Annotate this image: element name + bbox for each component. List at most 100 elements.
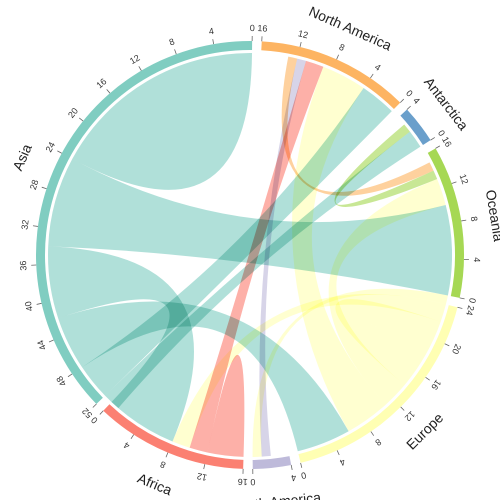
tick-mark-asia-24 <box>57 150 62 154</box>
tick-label-north-america-8: 8 <box>338 42 347 53</box>
tick-label-asia-20: 20 <box>66 106 80 120</box>
tick-mark-europe-0 <box>300 462 303 468</box>
chord-ribbon-asia-to-asia <box>72 53 253 190</box>
tick-mark-north-america-4 <box>370 73 374 79</box>
tick-label-africa-16: 16 <box>238 477 248 487</box>
group-arc-africa <box>103 404 244 469</box>
tick-label-europe-0: 0 <box>300 470 307 481</box>
tick-mark-europe-12 <box>400 406 405 411</box>
tick-label-oceania-12: 12 <box>458 173 471 186</box>
tick-label-asia-44: 44 <box>35 339 48 352</box>
group-label-oceania: Oceania <box>483 189 500 243</box>
chord-ribbon-oceania-to-antarctica <box>334 124 438 207</box>
chord-ribbon-asia-to-oceania <box>48 158 452 296</box>
tick-mark-asia-44 <box>48 339 54 343</box>
tick-label-asia-48: 48 <box>54 374 68 388</box>
chord-ribbons <box>47 53 452 457</box>
tick-mark-europe-20 <box>444 343 450 347</box>
tick-mark-asia-32 <box>32 225 38 227</box>
tick-label-asia-28: 28 <box>28 178 41 191</box>
tick-label-north-america-12: 12 <box>297 28 309 40</box>
tick-mark-europe-8 <box>370 431 375 436</box>
group-label-africa: Africa <box>135 470 174 499</box>
tick-mark-asia-48 <box>67 373 73 378</box>
tick-mark-asia-28 <box>41 186 47 190</box>
tick-mark-europe-4 <box>336 450 340 456</box>
tick-mark-africa-8 <box>165 452 169 458</box>
tick-mark-south-america-4 <box>290 464 293 470</box>
tick-label-north-america-0: 0 <box>404 88 415 99</box>
tick-label-asia-4: 4 <box>208 26 215 37</box>
tick-mark-north-america-0 <box>399 98 405 103</box>
tick-label-antarctica-0: 0 <box>436 128 447 138</box>
tick-label-europe-12: 12 <box>403 409 417 423</box>
tick-label-asia-8: 8 <box>168 36 176 47</box>
tick-label-europe-8: 8 <box>373 437 383 448</box>
tick-label-north-america-4: 4 <box>373 62 383 73</box>
group-arc-north-america <box>261 41 401 110</box>
chord-ribbon-europe-to-oceania <box>328 178 446 405</box>
tick-label-asia-52: 52 <box>80 406 94 420</box>
tick-label-oceania-8: 8 <box>469 216 480 223</box>
chord-ribbon-europe-to-north-america <box>292 66 386 432</box>
chord-ribbon-europe-to-europe <box>335 299 441 385</box>
tick-mark-asia-12 <box>138 66 142 71</box>
tick-mark-asia-16 <box>106 89 111 94</box>
tick-mark-oceania-12 <box>451 181 457 184</box>
tick-label-antarctica-4: 4 <box>411 95 422 105</box>
tick-label-europe-16: 16 <box>429 378 443 392</box>
group-label-north-america: North America <box>307 3 395 54</box>
tick-label-asia-24: 24 <box>44 140 58 154</box>
tick-label-asia-36: 36 <box>18 260 28 270</box>
tick-mark-asia-8 <box>174 49 177 55</box>
tick-label-asia-0: 0 <box>250 23 255 33</box>
tick-mark-oceania-0 <box>459 297 465 300</box>
tick-mark-asia-4 <box>212 39 215 45</box>
group-label-asia: Asia <box>9 141 35 173</box>
tick-label-oceania-0: 0 <box>467 297 478 304</box>
tick-mark-antarctica-4 <box>406 105 411 110</box>
tick-mark-africa-12 <box>203 464 206 470</box>
chord-ribbon-africa-to-africa <box>207 354 245 457</box>
tick-label-africa-12: 12 <box>196 471 208 483</box>
tick-label-asia-12: 12 <box>128 53 142 67</box>
chord-ribbon-africa-to-north-america <box>189 60 324 453</box>
tick-mark-oceania-16 <box>435 145 441 149</box>
tick-label-south-america-0: 0 <box>250 477 255 487</box>
tick-mark-africa-0 <box>99 410 104 415</box>
tick-mark-asia-20 <box>78 117 84 122</box>
group-arc-antarctica <box>400 109 431 145</box>
group-label-antarctica: Antarctica <box>421 74 472 133</box>
tick-mark-north-america-12 <box>299 41 302 48</box>
tick-label-europe-4: 4 <box>338 457 347 468</box>
group-arcs <box>36 40 464 469</box>
group-arc-south-america <box>252 456 292 469</box>
tick-mark-africa-4 <box>130 434 135 440</box>
tick-label-africa-4: 4 <box>122 440 132 451</box>
tick-mark-asia-40 <box>36 302 42 305</box>
tick-mark-oceania-8 <box>461 219 467 222</box>
tick-mark-north-america-8 <box>336 54 340 60</box>
chord-ribbon-europe-to-africa <box>172 294 446 448</box>
tick-label-asia-16: 16 <box>94 76 108 90</box>
chord-ribbon-asia-to-antarctica <box>105 131 421 409</box>
tick-label-oceania-16: 16 <box>440 135 454 149</box>
tick-label-asia-32: 32 <box>19 219 30 230</box>
chord-ribbon-asia-to-africa <box>47 246 195 442</box>
tick-mark-asia-52 <box>92 403 97 408</box>
group-label-south-america: South America <box>229 489 321 500</box>
tick-label-north-america-16: 16 <box>257 23 268 34</box>
tick-mark-antarctica-0 <box>430 137 436 141</box>
tick-label-europe-20: 20 <box>450 343 463 356</box>
tick-label-africa-8: 8 <box>159 459 167 470</box>
tick-label-asia-40: 40 <box>23 300 35 312</box>
tick-mark-europe-24 <box>457 306 463 309</box>
tick-label-oceania-4: 4 <box>472 257 482 262</box>
group-arc-oceania <box>427 148 464 298</box>
tick-label-europe-24: 24 <box>464 304 476 316</box>
tick-mark-europe-16 <box>425 377 430 381</box>
chord-ribbon-south-america-to-north-america <box>259 58 307 457</box>
tick-label-africa-0: 0 <box>89 415 100 426</box>
